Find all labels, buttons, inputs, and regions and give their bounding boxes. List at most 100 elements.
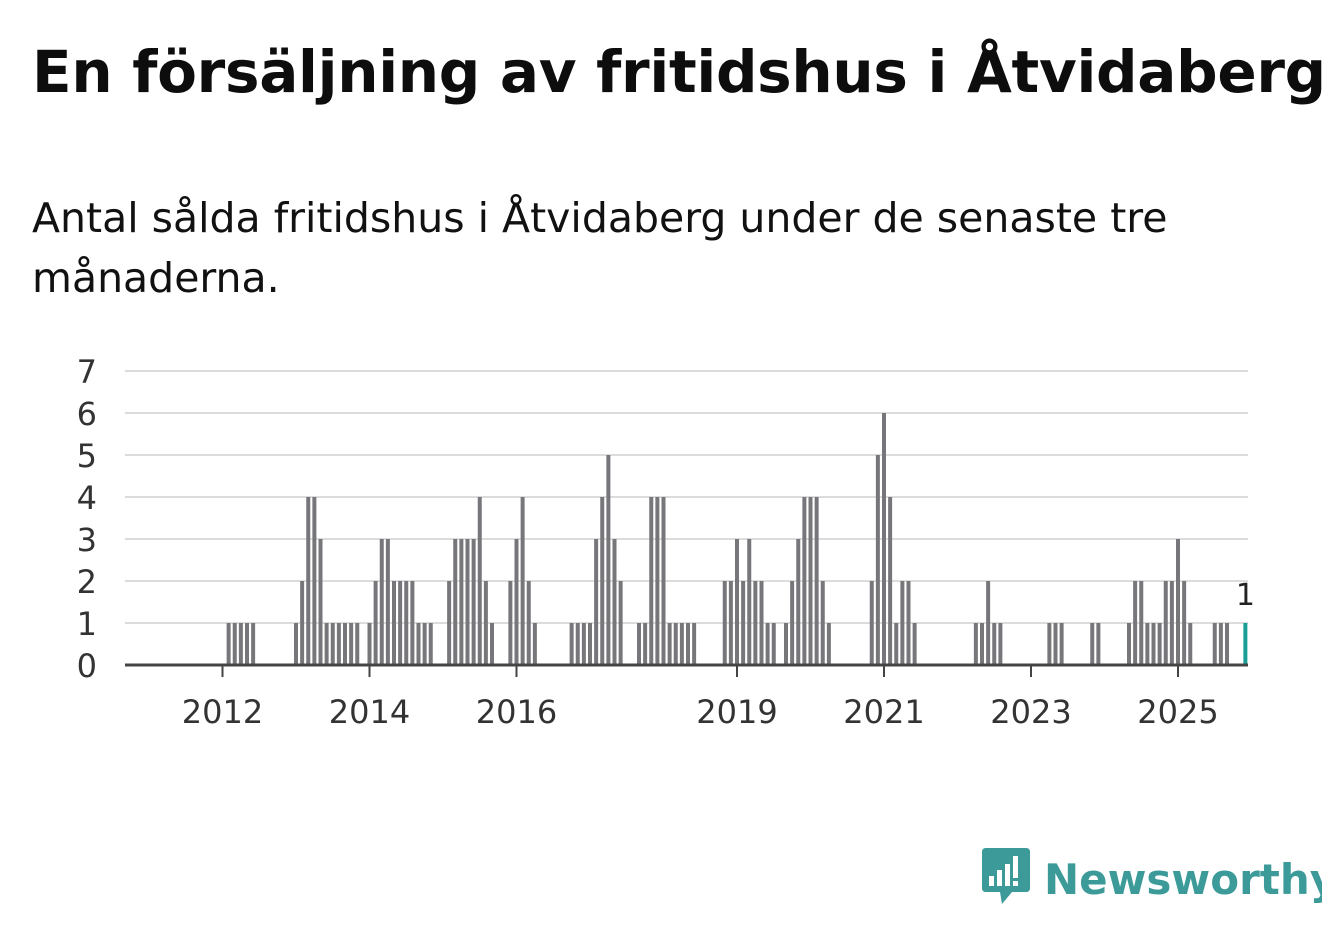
bar	[294, 623, 298, 665]
bar	[771, 623, 776, 665]
bar	[508, 581, 513, 665]
bar	[1163, 581, 1168, 665]
x-tick-label: 2021	[843, 693, 924, 731]
bar	[483, 581, 488, 665]
bar	[526, 581, 531, 665]
bar	[998, 623, 1003, 665]
bar	[888, 497, 893, 665]
y-tick-label: 2	[77, 563, 97, 601]
bar	[251, 623, 256, 665]
bar	[784, 623, 788, 665]
bar	[894, 623, 899, 665]
bar	[992, 623, 997, 665]
bar	[686, 623, 690, 665]
bar	[422, 623, 427, 665]
bar	[673, 623, 678, 665]
y-tick-label: 7	[77, 353, 97, 391]
bar	[1145, 623, 1150, 665]
bar	[1176, 539, 1180, 665]
bar	[753, 581, 758, 665]
chart-subtitle: Antal sålda fritidshus i Åtvidaberg unde…	[32, 194, 1168, 302]
y-tick-label: 5	[77, 437, 97, 475]
y-axis-ticks: 0 1 2 3 4 5 6 7	[77, 353, 97, 685]
x-tick-label: 2019	[696, 693, 777, 731]
bar	[392, 581, 396, 665]
bar	[692, 623, 697, 665]
bar	[581, 623, 586, 665]
bar	[1157, 623, 1162, 665]
bar	[336, 623, 341, 665]
bar	[1090, 623, 1095, 665]
y-tick-label: 1	[77, 605, 97, 643]
bar	[355, 623, 360, 665]
bar	[606, 455, 611, 665]
bar	[612, 539, 617, 665]
bar	[569, 623, 574, 665]
bar	[661, 497, 666, 665]
bar	[790, 581, 795, 665]
bar	[826, 623, 831, 665]
bar	[973, 623, 978, 665]
bar	[765, 623, 770, 665]
bar	[735, 539, 739, 665]
bar	[747, 539, 752, 665]
bar	[398, 581, 403, 665]
bar	[1169, 581, 1174, 665]
bar	[471, 539, 476, 665]
bar	[741, 581, 746, 665]
bar	[300, 581, 305, 665]
bar	[306, 497, 311, 665]
x-tick-label: 2012	[182, 693, 263, 731]
bar	[532, 623, 537, 665]
bar	[379, 539, 384, 665]
bar	[980, 623, 984, 665]
bar	[385, 539, 390, 665]
bar	[637, 623, 641, 665]
bar	[808, 497, 813, 665]
x-tick-label: 2023	[990, 693, 1071, 731]
bar	[330, 623, 335, 665]
x-tick-label: 2016	[476, 693, 557, 731]
bar	[1053, 623, 1058, 665]
bar	[600, 497, 605, 665]
bar	[649, 497, 654, 665]
bar-chart: 0 1 2 3 4 5 6 7 2012 2014 2016 2019 2021 2023 2025 1	[77, 353, 1255, 731]
bar	[759, 581, 764, 665]
bar	[416, 623, 421, 665]
bar	[869, 581, 874, 665]
x-axis-ticks: 2012 2014 2016 2019 2021 2023 2025	[182, 665, 1219, 731]
bar	[1212, 623, 1217, 665]
bar	[588, 623, 592, 665]
bar	[1218, 623, 1223, 665]
bar	[912, 623, 917, 665]
bar	[900, 581, 905, 665]
bar	[820, 581, 825, 665]
bar	[875, 455, 880, 665]
bar	[986, 581, 991, 665]
bar	[1127, 623, 1131, 665]
bar	[465, 539, 470, 665]
bar	[679, 623, 684, 665]
bar	[318, 539, 323, 665]
newsworthy-logo-icon	[982, 848, 1030, 904]
bar	[1059, 623, 1064, 665]
bar	[1182, 581, 1187, 665]
bar	[324, 623, 329, 665]
bar	[618, 581, 623, 665]
y-tick-label: 3	[77, 521, 97, 559]
bar	[722, 581, 727, 665]
bar	[490, 623, 494, 665]
highlight-value-label: 1	[1236, 578, 1255, 613]
bar	[232, 623, 237, 665]
bar	[906, 581, 911, 665]
bar	[477, 497, 482, 665]
bar	[410, 581, 415, 665]
bar	[367, 623, 372, 665]
bar	[728, 581, 733, 665]
brand-name: Newsworthy	[1044, 854, 1322, 904]
bar	[1096, 623, 1101, 665]
bar	[312, 497, 317, 665]
bar	[802, 497, 807, 665]
y-tick-label: 4	[77, 479, 97, 517]
bar	[1139, 581, 1144, 665]
